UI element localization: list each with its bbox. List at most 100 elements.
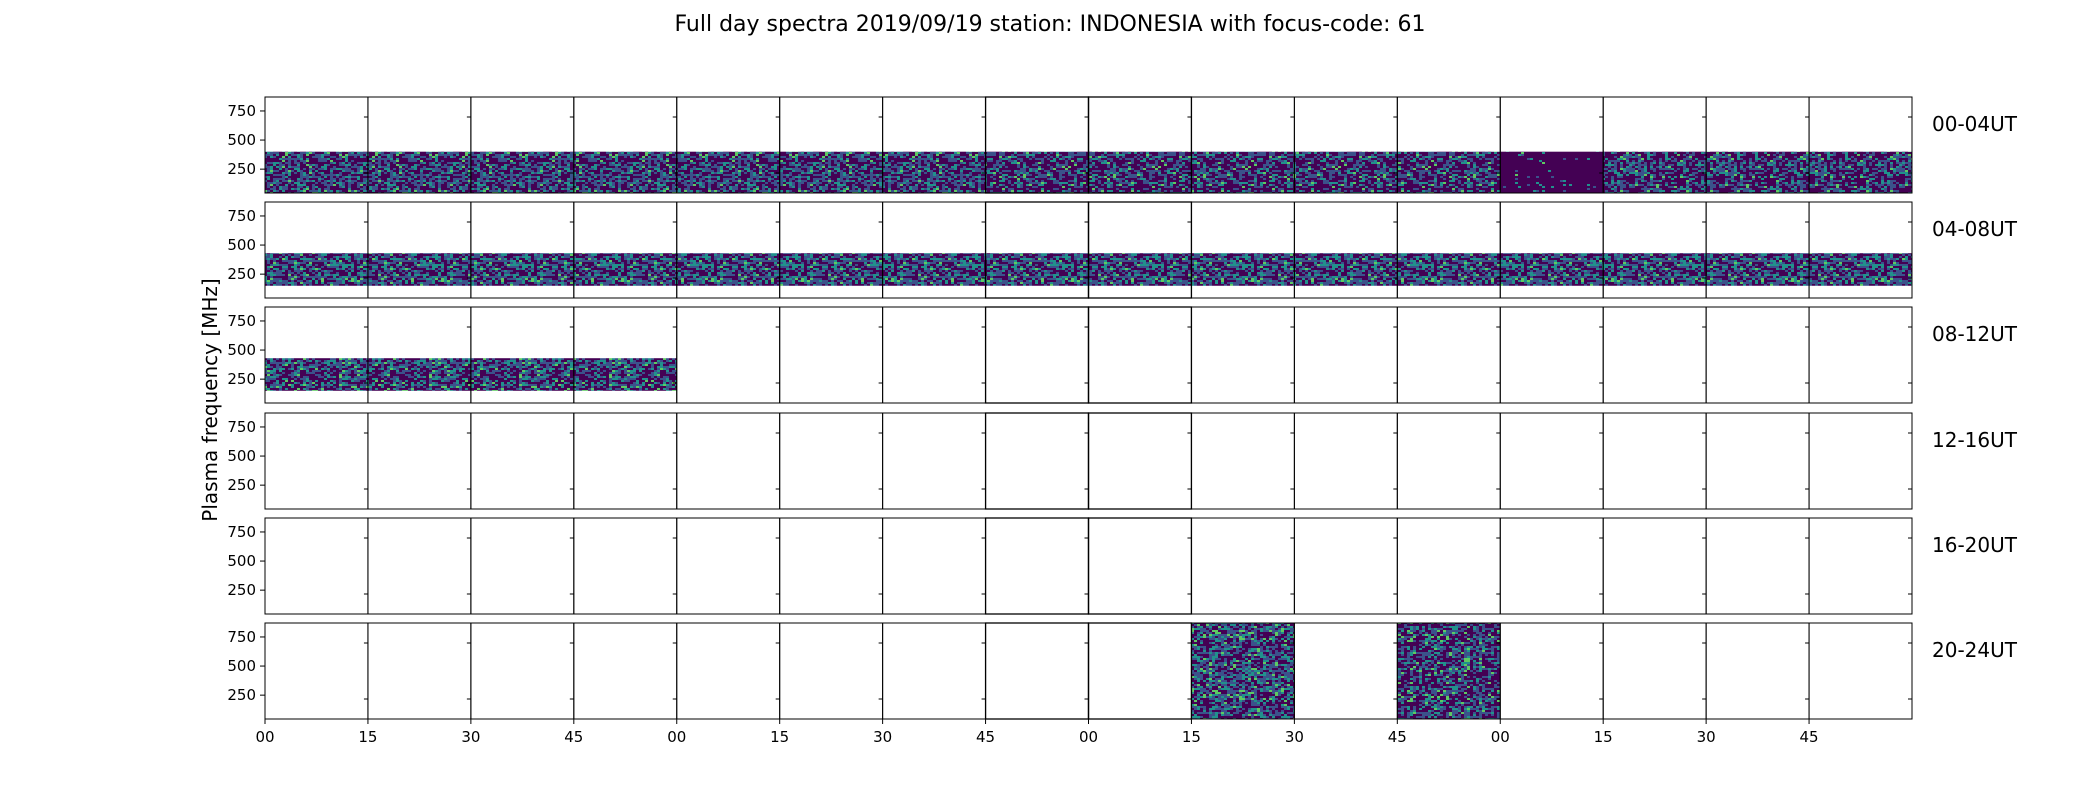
x-tick-label: 45 — [1800, 728, 1819, 746]
panel-frame — [1705, 517, 1810, 615]
panel-frame — [676, 306, 781, 404]
row-4: 250 500 750 16-20UT — [227, 517, 2018, 615]
panel-frame — [882, 412, 987, 510]
y-tick-label: 250 — [227, 581, 256, 599]
panel-frame — [1499, 412, 1604, 510]
panel-frame — [470, 412, 575, 510]
y-tick-label: 250 — [227, 160, 256, 178]
panel-frame — [1190, 517, 1295, 615]
x-tick-label: 00 — [255, 728, 274, 746]
spectrum-segment — [265, 151, 986, 193]
panel-frame — [1087, 622, 1193, 720]
row-5: 250 500 750 20-24UT — [227, 622, 2018, 720]
panel-frame — [984, 412, 1090, 510]
y-tick-label: 250 — [227, 370, 256, 388]
panel-frame — [882, 517, 987, 615]
panel-frame — [573, 622, 678, 720]
panel-frame — [1087, 517, 1193, 615]
chart-title: Full day spectra 2019/09/19 station: IND… — [674, 12, 1426, 37]
y-tick-label: 250 — [227, 265, 256, 283]
y-tick-label: 500 — [227, 131, 256, 149]
x-tick-label: 00 — [1079, 728, 1098, 746]
panel-frame — [676, 622, 781, 720]
row-3: 250 500 750 12-16UT — [227, 412, 2018, 510]
panel-frame — [1705, 412, 1810, 510]
y-tick-label: 750 — [227, 102, 256, 120]
y-tick-label: 750 — [227, 628, 256, 646]
panel-frame — [1293, 412, 1398, 510]
panel-frame — [1705, 306, 1810, 404]
panel-frame — [676, 412, 781, 510]
row-label: 20-24UT — [1932, 638, 2018, 662]
panel-frame — [1602, 306, 1707, 404]
panel-frame — [573, 412, 678, 510]
x-tick-label: 30 — [873, 728, 892, 746]
panel-frame — [882, 622, 987, 720]
panel-frame — [1705, 622, 1810, 720]
y-tick-label: 750 — [227, 418, 256, 436]
panel-frame — [1396, 517, 1501, 615]
panel-frame — [1808, 96, 1913, 194]
panel-frame — [984, 622, 1090, 720]
row-label: 00-04UT — [1932, 112, 2018, 136]
y-tick-label: 750 — [227, 207, 256, 225]
panel-frame — [1293, 622, 1398, 720]
panel-frame — [1087, 306, 1193, 404]
panel-frame — [470, 622, 575, 720]
row-2: 250 500 750 08-12UT — [227, 306, 2018, 404]
y-tick-label: 500 — [227, 341, 256, 359]
panel-frame — [1808, 517, 1913, 615]
panel-frame — [367, 622, 472, 720]
y-tick-label: 500 — [227, 236, 256, 254]
panel-frame — [676, 517, 781, 615]
row-1: 250 500 750 04-08UT — [227, 201, 2018, 299]
x-tick-label: 45 — [1388, 728, 1407, 746]
panel-frame — [1602, 622, 1707, 720]
panel-frame — [1808, 622, 1913, 720]
y-tick-label: 750 — [227, 312, 256, 330]
panel-frame — [779, 412, 884, 510]
x-tick-label: 45 — [564, 728, 583, 746]
panel-frame — [1396, 412, 1501, 510]
panel-frame — [1087, 412, 1193, 510]
row-0: 250 500 750 00-04UT — [227, 96, 2018, 194]
spectrum-segment — [1603, 151, 1912, 193]
panel-frame — [264, 517, 369, 615]
panel-frame — [367, 517, 472, 615]
x-tick-label: 45 — [976, 728, 995, 746]
panel-frame — [779, 306, 884, 404]
row-label: 04-08UT — [1932, 217, 2018, 241]
spectrum-segment — [985, 151, 1501, 193]
spectrum-segment — [1397, 623, 1501, 719]
y-tick-label: 500 — [227, 447, 256, 465]
x-tick-label: 15 — [770, 728, 789, 746]
panel-frame — [264, 412, 369, 510]
panel-frame — [1396, 306, 1501, 404]
panel-frame — [1602, 412, 1707, 510]
panel-frame — [1602, 517, 1707, 615]
panel-frame — [1499, 306, 1604, 404]
panel-frame — [1293, 306, 1398, 404]
x-tick-label: 15 — [1182, 728, 1201, 746]
y-tick-label: 250 — [227, 686, 256, 704]
panel-frame — [1808, 306, 1913, 404]
panel-frame — [470, 517, 575, 615]
y-tick-label: 250 — [227, 476, 256, 494]
row-label: 12-16UT — [1932, 428, 2018, 452]
x-tick-label: 00 — [667, 728, 686, 746]
panel-frame — [1808, 201, 1913, 299]
x-tick-label: 30 — [1285, 728, 1304, 746]
panel-frame — [1808, 412, 1913, 510]
panel-frame — [264, 622, 369, 720]
panel-frame — [1190, 306, 1295, 404]
panel-frame — [573, 517, 678, 615]
panel-frame — [1499, 622, 1604, 720]
x-tick-label: 00 — [1491, 728, 1510, 746]
x-tick-label: 30 — [461, 728, 480, 746]
spectrum-segment — [1500, 151, 1604, 193]
y-tick-label: 500 — [227, 552, 256, 570]
panel-frame — [984, 306, 1090, 404]
y-tick-label: 750 — [227, 523, 256, 541]
spectrum-segment — [1191, 623, 1295, 719]
